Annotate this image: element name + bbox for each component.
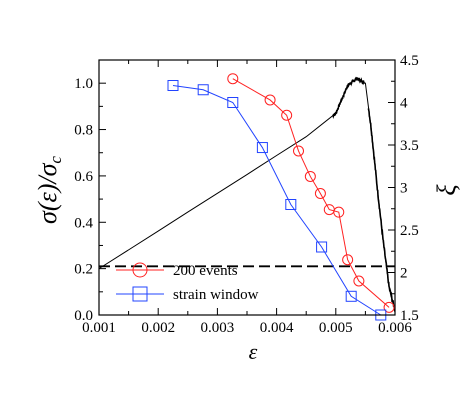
- y-tick-label: 0.0: [74, 308, 93, 324]
- y2-tick-label: 3.5: [400, 138, 419, 154]
- legend-label: 200 events: [173, 263, 238, 279]
- y2-tick-label: 1.5: [400, 308, 419, 324]
- data-point: [304, 170, 316, 182]
- x-tick-label: 0.004: [260, 320, 294, 336]
- plot-frame: [98, 59, 396, 316]
- stress-strain-noisy-segment: [332, 76, 365, 120]
- x-tick-label: 0.005: [319, 320, 353, 336]
- y-tick-label: 1.0: [74, 76, 93, 92]
- y-axis-label: σ(ε)/σc: [33, 156, 65, 224]
- svg-text:σ(ε)/σc: σ(ε)/σc: [33, 156, 65, 224]
- y-tick-label: 0.2: [74, 262, 93, 278]
- data-point: [264, 94, 276, 106]
- x-tick-label: 0.003: [201, 320, 235, 336]
- y-axis-label-main: σ(ε)/σ: [33, 162, 62, 224]
- series-strain-window: [167, 80, 387, 321]
- legend-marker: [132, 286, 148, 302]
- data-point: [353, 275, 365, 287]
- data-point: [345, 290, 357, 302]
- y-axis-label-sub: c: [46, 156, 65, 164]
- x-axis-label: ε: [249, 339, 258, 364]
- y2-axis-label: ξ: [432, 184, 461, 196]
- data-point: [227, 73, 239, 85]
- series-line: [172, 85, 382, 316]
- data-point: [333, 206, 345, 218]
- series-line: [232, 78, 390, 308]
- data-point: [293, 145, 305, 157]
- data-point: [167, 80, 179, 91]
- x-tick-label: 0.006: [378, 320, 412, 336]
- y-tick-label: 0.4: [74, 215, 93, 231]
- data-point: [316, 241, 328, 253]
- data-point: [256, 142, 268, 154]
- data-point: [314, 187, 326, 199]
- x-tick-label: 0.001: [82, 320, 116, 336]
- stress-strain-drop-segment: [367, 108, 396, 312]
- data-point: [197, 84, 209, 96]
- y2-tick-label: 2.5: [400, 223, 419, 239]
- series-events: [227, 73, 395, 313]
- data-point: [281, 109, 293, 121]
- legend-label: strain window: [173, 287, 259, 303]
- y-tick-label: 0.6: [74, 169, 93, 185]
- legend: 200 events strain window: [116, 262, 259, 303]
- x-tick-label: 0.002: [141, 320, 175, 336]
- y2-tick-label: 2: [400, 266, 408, 282]
- y2-tick-label: 3: [400, 181, 408, 197]
- legend-marker: [132, 262, 148, 278]
- data-point: [227, 97, 239, 108]
- data-point: [285, 199, 297, 210]
- data-point: [342, 254, 354, 266]
- y-tick-label: 0.8: [74, 123, 93, 139]
- y2-tick-label: 4: [400, 96, 408, 112]
- y2-tick-label: 4.5: [400, 53, 419, 69]
- data-point: [383, 301, 395, 313]
